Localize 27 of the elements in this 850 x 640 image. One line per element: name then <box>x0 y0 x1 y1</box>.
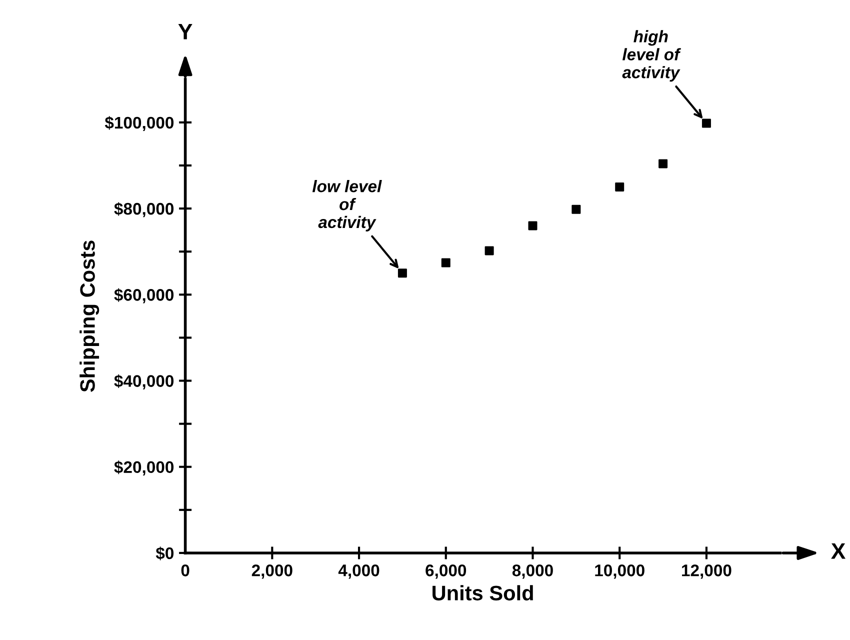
point <box>572 204 581 214</box>
x-tick-label: 6,000 <box>426 564 466 579</box>
annotation: low level of activity <box>312 180 382 232</box>
annotation: high level of activity <box>622 30 682 82</box>
point <box>615 182 624 192</box>
x-tick-label: 4,000 <box>338 564 380 579</box>
point <box>484 246 494 256</box>
y-tick-label: $80,000 <box>114 202 174 218</box>
point <box>398 268 407 278</box>
point <box>702 118 711 128</box>
point <box>528 221 538 230</box>
text: X <box>831 543 846 559</box>
y-axis-title: Shipping Costs <box>80 240 100 392</box>
x-tick-label: 10,000 <box>595 564 644 579</box>
point <box>441 258 450 268</box>
text: Y <box>178 24 192 40</box>
y-tick-label: $60,000 <box>114 288 174 304</box>
y-tick-label: $100,000 <box>104 116 174 132</box>
y-tick-label: $20,000 <box>114 460 174 476</box>
x-tick-label: 8,000 <box>512 564 553 579</box>
point <box>658 159 668 168</box>
x-tick-label: 0 <box>181 564 190 576</box>
x-axis-title: Units Sold <box>432 585 533 600</box>
y-tick-label: $0 <box>156 546 174 560</box>
x-tick-label: 12,000 <box>682 564 732 579</box>
x-tick-label: 2,000 <box>252 564 292 579</box>
y-tick-label: $40,000 <box>114 374 174 390</box>
